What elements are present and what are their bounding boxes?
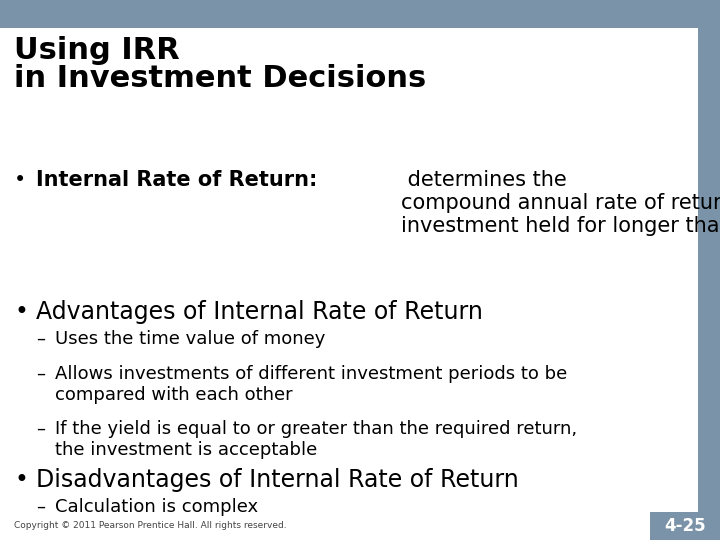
Text: –: – bbox=[36, 420, 45, 438]
Text: •: • bbox=[14, 170, 26, 190]
Text: determines the
compound annual rate of return earned on an
investment held for l: determines the compound annual rate of r… bbox=[401, 170, 720, 237]
Text: 4-25: 4-25 bbox=[664, 517, 706, 535]
Text: Advantages of Internal Rate of Return: Advantages of Internal Rate of Return bbox=[36, 300, 483, 324]
Text: Internal Rate of Return:: Internal Rate of Return: bbox=[36, 170, 318, 190]
Bar bbox=[698, 28, 720, 540]
Text: If the yield is equal to or greater than the required return,
the investment is : If the yield is equal to or greater than… bbox=[55, 420, 577, 459]
Text: –: – bbox=[36, 330, 45, 348]
Text: –: – bbox=[36, 498, 45, 516]
Text: Copyright © 2011 Pearson Prentice Hall. All rights reserved.: Copyright © 2011 Pearson Prentice Hall. … bbox=[14, 521, 287, 530]
Text: •: • bbox=[14, 300, 28, 324]
Text: Allows investments of different investment periods to be
compared with each othe: Allows investments of different investme… bbox=[55, 365, 567, 404]
Bar bbox=[0, 0, 720, 28]
Text: •: • bbox=[14, 468, 28, 492]
Text: –: – bbox=[36, 365, 45, 383]
Text: Calculation is complex: Calculation is complex bbox=[55, 498, 258, 516]
Text: Using IRR: Using IRR bbox=[14, 36, 180, 65]
Text: in Investment Decisions: in Investment Decisions bbox=[14, 64, 426, 93]
Bar bbox=[650, 512, 720, 540]
Text: Disadvantages of Internal Rate of Return: Disadvantages of Internal Rate of Return bbox=[36, 468, 518, 492]
Text: Uses the time value of money: Uses the time value of money bbox=[55, 330, 325, 348]
